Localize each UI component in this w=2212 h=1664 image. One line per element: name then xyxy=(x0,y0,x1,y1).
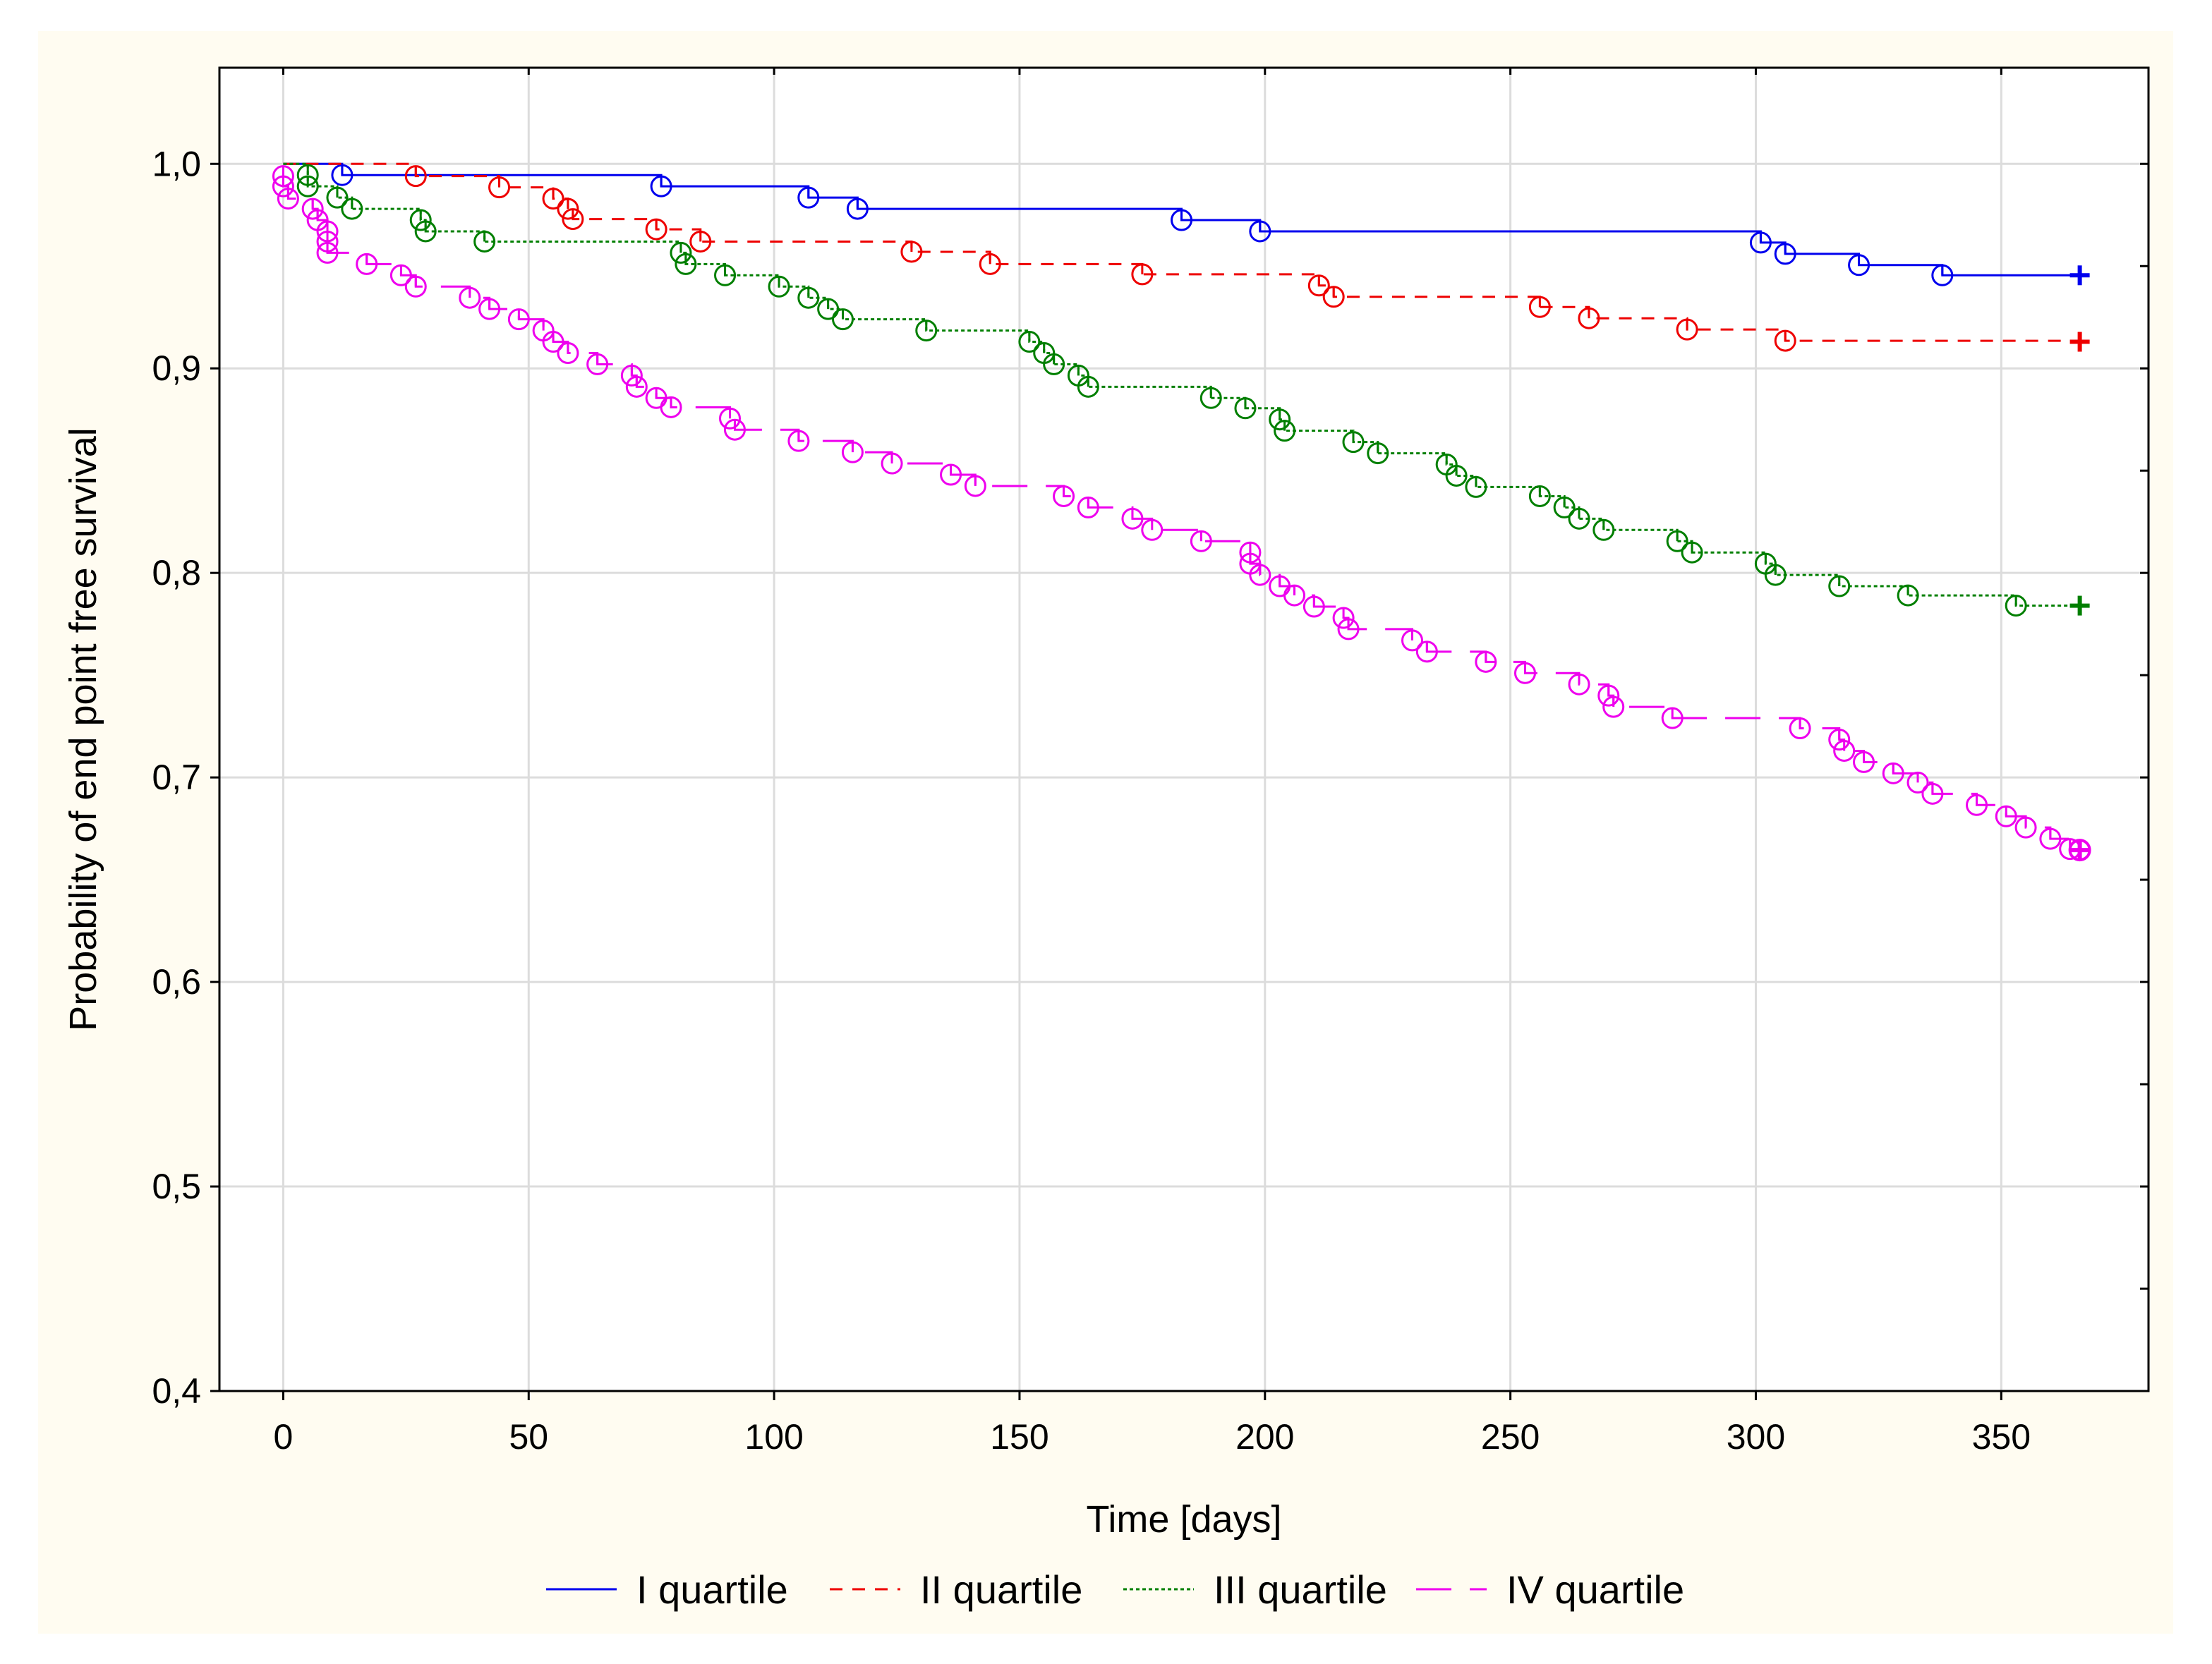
censor-marker xyxy=(277,188,299,210)
x-tick-label: 350 xyxy=(1972,1417,2031,1457)
censor-marker xyxy=(1171,209,1193,231)
y-tick-label: 0,7 xyxy=(152,758,201,797)
legend-label-2: II quartile xyxy=(920,1567,1082,1612)
censor-marker xyxy=(557,198,579,220)
x-tick-label: 100 xyxy=(744,1417,803,1457)
axes: 0 50 100 150 200 250 300 350 0,4 0,5 0,6 0,7 0,8 0,9 1… xyxy=(152,68,2148,1457)
censor-marker xyxy=(1833,739,1856,762)
legend-label-1: I quartile xyxy=(636,1567,788,1612)
x-axis-label: Time [days] xyxy=(1086,1498,1281,1541)
x-tick-label: 250 xyxy=(1481,1417,1540,1457)
plot-area xyxy=(219,68,2148,1391)
y-tick-label: 1,0 xyxy=(152,144,201,183)
censor-marker xyxy=(1199,387,1222,409)
series-layer xyxy=(272,162,2091,862)
censor-marker xyxy=(1077,375,1099,398)
censor-marker xyxy=(562,208,584,231)
y-tick-label: 0,8 xyxy=(152,553,201,593)
censor-marker xyxy=(301,198,324,220)
censor-marker xyxy=(846,198,869,220)
series-1 xyxy=(283,162,2090,286)
x-tick-label: 150 xyxy=(990,1417,1048,1457)
series-3 xyxy=(283,162,2090,617)
x-tick-label: 50 xyxy=(509,1417,548,1457)
censor-marker xyxy=(341,198,363,220)
y-tick-label: 0,9 xyxy=(152,348,201,388)
legend: I quartile II quartile III quartile IV quar… xyxy=(546,1567,1684,1612)
km-chart: 0 50 100 150 200 250 300 350 0,4 0,5 0,6 0,7 0,8 0,9 1… xyxy=(62,66,2150,1612)
legend-label-3: III quartile xyxy=(1214,1567,1387,1612)
censor-marker xyxy=(326,186,349,209)
censor-marker xyxy=(797,186,820,209)
y-tick-label: 0,6 xyxy=(152,962,201,1002)
chart-panel: 0 50 100 150 200 250 300 350 0,4 0,5 0,6 0,7 0,8 0,9 1… xyxy=(38,31,2173,1634)
censor-marker xyxy=(409,209,432,231)
plot-frame xyxy=(218,66,2150,1392)
grid xyxy=(219,68,2148,1391)
x-tick-label: 300 xyxy=(1727,1417,1785,1457)
y-tick-label: 0,5 xyxy=(152,1167,201,1206)
censor-marker xyxy=(625,375,648,398)
y-tick-label: 0,4 xyxy=(152,1371,201,1411)
legend-label-4: IV quartile xyxy=(1506,1567,1684,1612)
series-2 xyxy=(283,162,2090,352)
series-4 xyxy=(272,165,2091,862)
censor-marker xyxy=(542,188,564,210)
x-tick-label: 0 xyxy=(274,1417,294,1457)
y-axis-label: Probability of end point free survival xyxy=(62,427,104,1031)
x-tick-label: 200 xyxy=(1235,1417,1294,1457)
